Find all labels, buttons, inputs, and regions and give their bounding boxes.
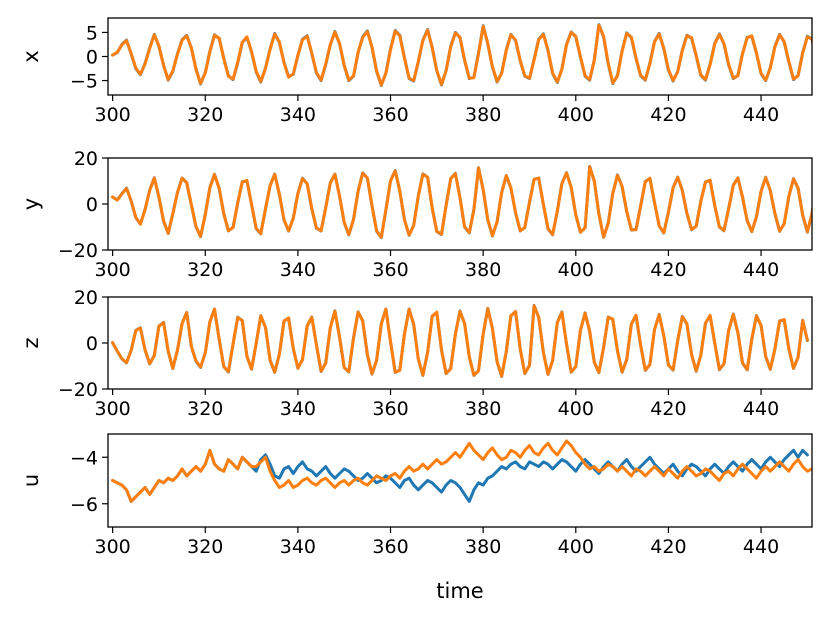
x-tick-label: 440 — [743, 259, 779, 281]
x-tick-label: 380 — [465, 259, 501, 281]
y-axis-label: x — [19, 50, 43, 62]
x-tick-label: 400 — [558, 398, 594, 420]
x-tick-label: 340 — [280, 398, 316, 420]
x-tick-label: 440 — [743, 536, 779, 558]
x-tick-label: 380 — [465, 104, 501, 126]
x-tick-label: 320 — [187, 259, 223, 281]
series-line-u-2 — [111, 439, 812, 503]
x-tick-label: 360 — [372, 104, 408, 126]
x-tick-label: 360 — [372, 398, 408, 420]
y-tick-label: −20 — [58, 379, 98, 401]
y-tick-label: 0 — [86, 333, 98, 355]
panel-z: 300 320 340 360 380 400 420 440 −20 0 20 z — [19, 287, 813, 420]
x-tick-label: 300 — [94, 536, 130, 558]
series-line-y-2 — [111, 165, 812, 239]
x-tick-label: 340 — [280, 104, 316, 126]
series-line-x-2 — [111, 23, 812, 87]
y-axis-label: u — [19, 474, 43, 487]
x-tick-label: 380 — [465, 536, 501, 558]
y-tick-label: 5 — [86, 22, 98, 44]
x-tick-label: 340 — [280, 259, 316, 281]
x-tick-label: 300 — [94, 398, 130, 420]
x-tick-label: 400 — [558, 104, 594, 126]
x-tick-label: 360 — [372, 536, 408, 558]
x-tick-label: 320 — [187, 398, 223, 420]
y-tick-label: 0 — [86, 194, 98, 216]
y-tick-label: −20 — [58, 240, 98, 262]
x-tick-label: 400 — [558, 536, 594, 558]
y-tick-label: −5 — [70, 71, 98, 93]
x-tick-label: 420 — [650, 398, 686, 420]
x-axis-label: time — [436, 579, 483, 603]
panel-y: 300 320 340 360 380 400 420 440 −20 0 20 y — [19, 148, 813, 281]
x-tick-label: 300 — [94, 104, 130, 126]
y-tick-label: −6 — [70, 494, 98, 516]
y-tick-label: 0 — [86, 47, 98, 69]
x-tick-label: 340 — [280, 536, 316, 558]
x-tick-label: 380 — [465, 398, 501, 420]
y-tick-label: 20 — [74, 148, 98, 170]
y-axis-label: y — [19, 198, 43, 210]
panel-x: 300 320 340 360 380 400 420 440 −50 5 x — [19, 17, 813, 126]
x-tick-label: 400 — [558, 259, 594, 281]
x-tick-label: 300 — [94, 259, 130, 281]
y-tick-label: −4 — [70, 447, 98, 469]
x-tick-label: 320 — [187, 104, 223, 126]
series-line-x-1 — [111, 23, 812, 87]
x-tick-label: 420 — [650, 104, 686, 126]
axes-frame-u — [107, 433, 813, 528]
x-tick-label: 420 — [650, 259, 686, 281]
y-tick-label: 20 — [74, 287, 98, 309]
x-tick-label: 320 — [187, 536, 223, 558]
x-tick-label: 420 — [650, 536, 686, 558]
x-tick-label: 440 — [743, 104, 779, 126]
y-axis-label: z — [19, 337, 43, 348]
x-tick-label: 440 — [743, 398, 779, 420]
axes-frame-x — [107, 17, 813, 96]
x-tick-label: 360 — [372, 259, 408, 281]
panel-u: 300 320 340 360 380 400 420 440 −6 −4 u time — [19, 433, 813, 603]
series-line-z-2 — [111, 304, 809, 378]
